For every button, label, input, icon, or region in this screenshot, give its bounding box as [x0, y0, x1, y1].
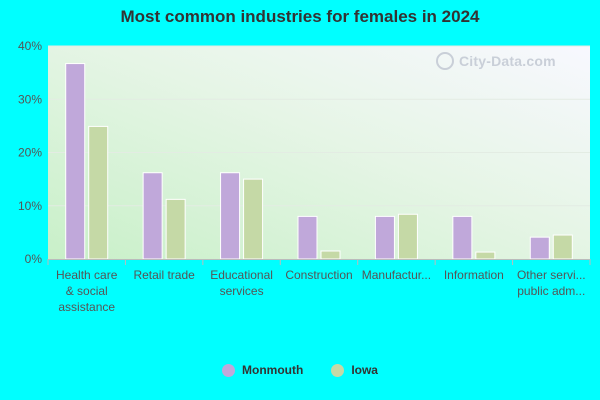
bar-iowa [552, 234, 573, 260]
bar-monmouth [529, 236, 550, 260]
y-tick-label: 0% [25, 252, 43, 266]
chart-title: Most common industries for females in 20… [120, 7, 480, 26]
y-tick-label: 30% [18, 92, 42, 106]
x-axis: Health care & social assistance Retail trad… [47, 259, 591, 314]
x-tick-label: Retail trade [133, 268, 195, 282]
legend-swatch-monmouth [222, 363, 235, 377]
bar-monmouth [297, 215, 318, 260]
y-tick-label: 40% [18, 39, 42, 53]
bar-iowa [243, 178, 264, 260]
y-tick-label: 10% [18, 199, 42, 213]
x-tick-label: Manufactur... [362, 268, 431, 282]
watermark: City-Data.com [436, 52, 556, 70]
bar-monmouth [142, 172, 163, 260]
bar-iowa [88, 125, 109, 260]
legend-label-iowa: Iowa [351, 363, 378, 377]
bar-iowa [165, 198, 186, 260]
bar-monmouth [374, 215, 395, 260]
bar-iowa [320, 250, 341, 260]
bars [65, 63, 573, 260]
x-tick-label: Other servi... public adm... [517, 268, 586, 298]
legend-item-iowa: Iowa [331, 363, 378, 377]
grid-lines [48, 45, 590, 207]
legend-item-monmouth: Monmouth [222, 363, 303, 377]
bar-iowa [397, 213, 418, 260]
watermark-text: City-Data.com [459, 53, 556, 69]
bar-monmouth [65, 63, 86, 260]
x-tick-label: Health care & social assistance [56, 268, 118, 314]
bar-iowa [475, 251, 496, 260]
bar-monmouth [220, 172, 241, 260]
legend-label-monmouth: Monmouth [242, 363, 304, 377]
magnifier-icon [436, 52, 454, 70]
x-tick-label: Construction [285, 268, 352, 282]
bar-monmouth [452, 215, 473, 260]
y-axis: 0% 10% 20% 30% 40% [18, 39, 42, 266]
x-tick-label: Information [444, 268, 504, 282]
legend-swatch-iowa [331, 363, 345, 377]
y-tick-label: 20% [18, 146, 42, 160]
x-tick-label: Educational services [210, 268, 273, 298]
legend: Monmouth Iowa [0, 363, 600, 377]
